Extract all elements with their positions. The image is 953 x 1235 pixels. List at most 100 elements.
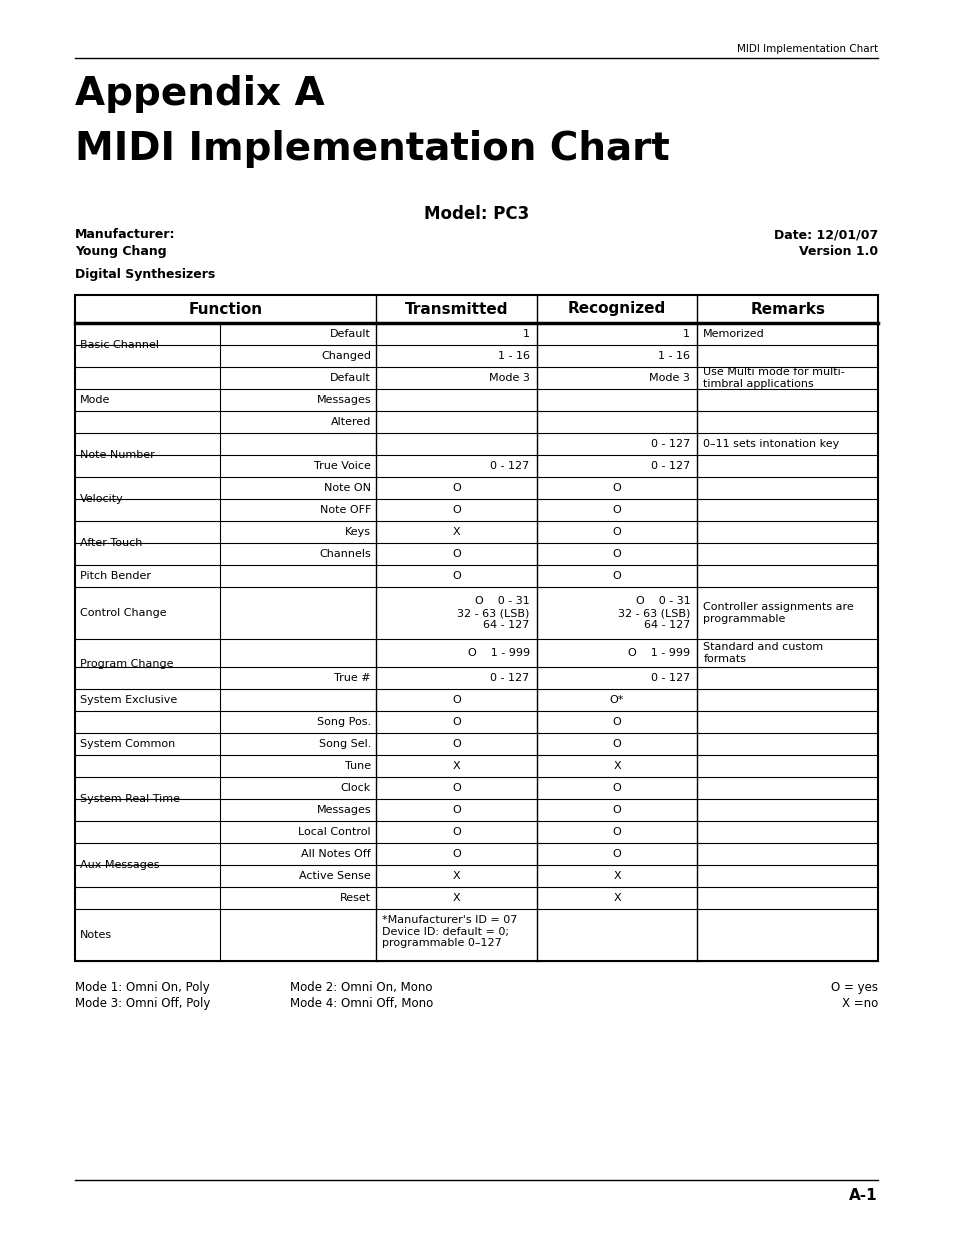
Text: Mode 3: Omni Off, Poly: Mode 3: Omni Off, Poly xyxy=(75,997,211,1010)
Text: 1 - 16: 1 - 16 xyxy=(658,351,690,361)
Text: Default: Default xyxy=(330,329,371,338)
Text: Young Chang: Young Chang xyxy=(75,245,167,258)
Text: Standard and custom
formats: Standard and custom formats xyxy=(702,642,822,663)
Text: O: O xyxy=(452,505,460,515)
Text: Recognized: Recognized xyxy=(567,301,665,316)
Text: O: O xyxy=(612,505,620,515)
Text: X: X xyxy=(452,871,459,881)
Text: A-1: A-1 xyxy=(848,1188,877,1203)
Text: Messages: Messages xyxy=(316,395,371,405)
Text: O    1 - 999: O 1 - 999 xyxy=(467,648,529,658)
Text: Program Change: Program Change xyxy=(80,659,173,669)
Text: Clock: Clock xyxy=(340,783,371,793)
Text: Mode 3: Mode 3 xyxy=(488,373,529,383)
Text: Song Pos.: Song Pos. xyxy=(316,718,371,727)
Text: Channels: Channels xyxy=(319,550,371,559)
Text: System Exclusive: System Exclusive xyxy=(80,695,177,705)
Text: Reset: Reset xyxy=(339,893,371,903)
Text: 1 - 16: 1 - 16 xyxy=(497,351,529,361)
Text: Transmitted: Transmitted xyxy=(404,301,508,316)
Text: X: X xyxy=(452,761,459,771)
Text: 1: 1 xyxy=(522,329,529,338)
Text: Aux Messages: Aux Messages xyxy=(80,860,159,869)
Text: 0 - 127: 0 - 127 xyxy=(490,673,529,683)
Text: After Touch: After Touch xyxy=(80,538,142,548)
Text: System Common: System Common xyxy=(80,739,175,748)
Text: Model: PC3: Model: PC3 xyxy=(424,205,529,224)
Text: Remarks: Remarks xyxy=(749,301,824,316)
Text: Changed: Changed xyxy=(321,351,371,361)
Text: Song Sel.: Song Sel. xyxy=(318,739,371,748)
Text: Mode 1: Omni On, Poly: Mode 1: Omni On, Poly xyxy=(75,981,210,994)
Text: O: O xyxy=(612,827,620,837)
Text: Note ON: Note ON xyxy=(324,483,371,493)
Text: O: O xyxy=(452,571,460,580)
Text: Tune: Tune xyxy=(345,761,371,771)
Text: Mode: Mode xyxy=(80,395,111,405)
Text: Messages: Messages xyxy=(316,805,371,815)
Text: X: X xyxy=(452,527,459,537)
Text: 0 - 127: 0 - 127 xyxy=(650,461,690,471)
Text: Mode 2: Omni On, Mono: Mode 2: Omni On, Mono xyxy=(290,981,432,994)
Text: O: O xyxy=(452,550,460,559)
Text: Memorized: Memorized xyxy=(702,329,764,338)
Text: Appendix A: Appendix A xyxy=(75,75,324,112)
Text: Keys: Keys xyxy=(345,527,371,537)
Text: Active Sense: Active Sense xyxy=(299,871,371,881)
Text: O: O xyxy=(612,571,620,580)
Text: X: X xyxy=(613,893,620,903)
Text: Note Number: Note Number xyxy=(80,450,154,459)
Text: 0 - 127: 0 - 127 xyxy=(650,438,690,450)
Text: Local Control: Local Control xyxy=(298,827,371,837)
Text: X: X xyxy=(452,893,459,903)
Text: 1: 1 xyxy=(682,329,690,338)
Text: O: O xyxy=(452,805,460,815)
Text: Velocity: Velocity xyxy=(80,494,124,504)
Text: O: O xyxy=(452,783,460,793)
Text: 0–11 sets intonation key: 0–11 sets intonation key xyxy=(702,438,839,450)
Text: Notes: Notes xyxy=(80,930,112,940)
Text: O: O xyxy=(612,848,620,860)
Text: O    0 - 31
32 - 63 (LSB)
64 - 127: O 0 - 31 32 - 63 (LSB) 64 - 127 xyxy=(456,597,529,630)
Text: Altered: Altered xyxy=(331,417,371,427)
Text: X: X xyxy=(613,871,620,881)
Text: Version 1.0: Version 1.0 xyxy=(798,245,877,258)
Text: O: O xyxy=(612,805,620,815)
Text: O: O xyxy=(612,718,620,727)
Text: X =no: X =no xyxy=(841,997,877,1010)
Text: O: O xyxy=(612,783,620,793)
Text: Use Multi mode for multi-
timbral applications: Use Multi mode for multi- timbral applic… xyxy=(702,367,844,389)
Text: O: O xyxy=(612,550,620,559)
Text: 0 - 127: 0 - 127 xyxy=(650,673,690,683)
Text: O: O xyxy=(452,718,460,727)
Text: O    0 - 31
32 - 63 (LSB)
64 - 127: O 0 - 31 32 - 63 (LSB) 64 - 127 xyxy=(618,597,690,630)
Text: O = yes: O = yes xyxy=(830,981,877,994)
Text: MIDI Implementation Chart: MIDI Implementation Chart xyxy=(75,130,669,168)
Text: *Manufacturer's ID = 07
Device ID: default = 0;
programmable 0–127: *Manufacturer's ID = 07 Device ID: defau… xyxy=(382,915,517,948)
Text: O: O xyxy=(452,483,460,493)
Text: Controller assignments are
programmable: Controller assignments are programmable xyxy=(702,603,853,624)
Text: 0 - 127: 0 - 127 xyxy=(490,461,529,471)
Bar xyxy=(75,295,877,961)
Text: X: X xyxy=(613,761,620,771)
Text: Control Change: Control Change xyxy=(80,608,167,618)
Text: True Voice: True Voice xyxy=(314,461,371,471)
Text: O: O xyxy=(612,527,620,537)
Text: True #: True # xyxy=(335,673,371,683)
Text: O: O xyxy=(452,695,460,705)
Text: Default: Default xyxy=(330,373,371,383)
Text: Date: 12/01/07: Date: 12/01/07 xyxy=(773,228,877,241)
Text: Digital Synthesizers: Digital Synthesizers xyxy=(75,268,215,282)
Text: All Notes Off: All Notes Off xyxy=(301,848,371,860)
Text: O*: O* xyxy=(609,695,623,705)
Text: Note OFF: Note OFF xyxy=(319,505,371,515)
Text: Basic Channel: Basic Channel xyxy=(80,340,159,350)
Text: Function: Function xyxy=(189,301,262,316)
Text: Mode 3: Mode 3 xyxy=(649,373,690,383)
Text: O: O xyxy=(452,848,460,860)
Text: System Real Time: System Real Time xyxy=(80,794,180,804)
Text: Mode 4: Omni Off, Mono: Mode 4: Omni Off, Mono xyxy=(290,997,433,1010)
Text: MIDI Implementation Chart: MIDI Implementation Chart xyxy=(736,44,877,54)
Text: O: O xyxy=(612,739,620,748)
Text: Manufacturer:: Manufacturer: xyxy=(75,228,175,241)
